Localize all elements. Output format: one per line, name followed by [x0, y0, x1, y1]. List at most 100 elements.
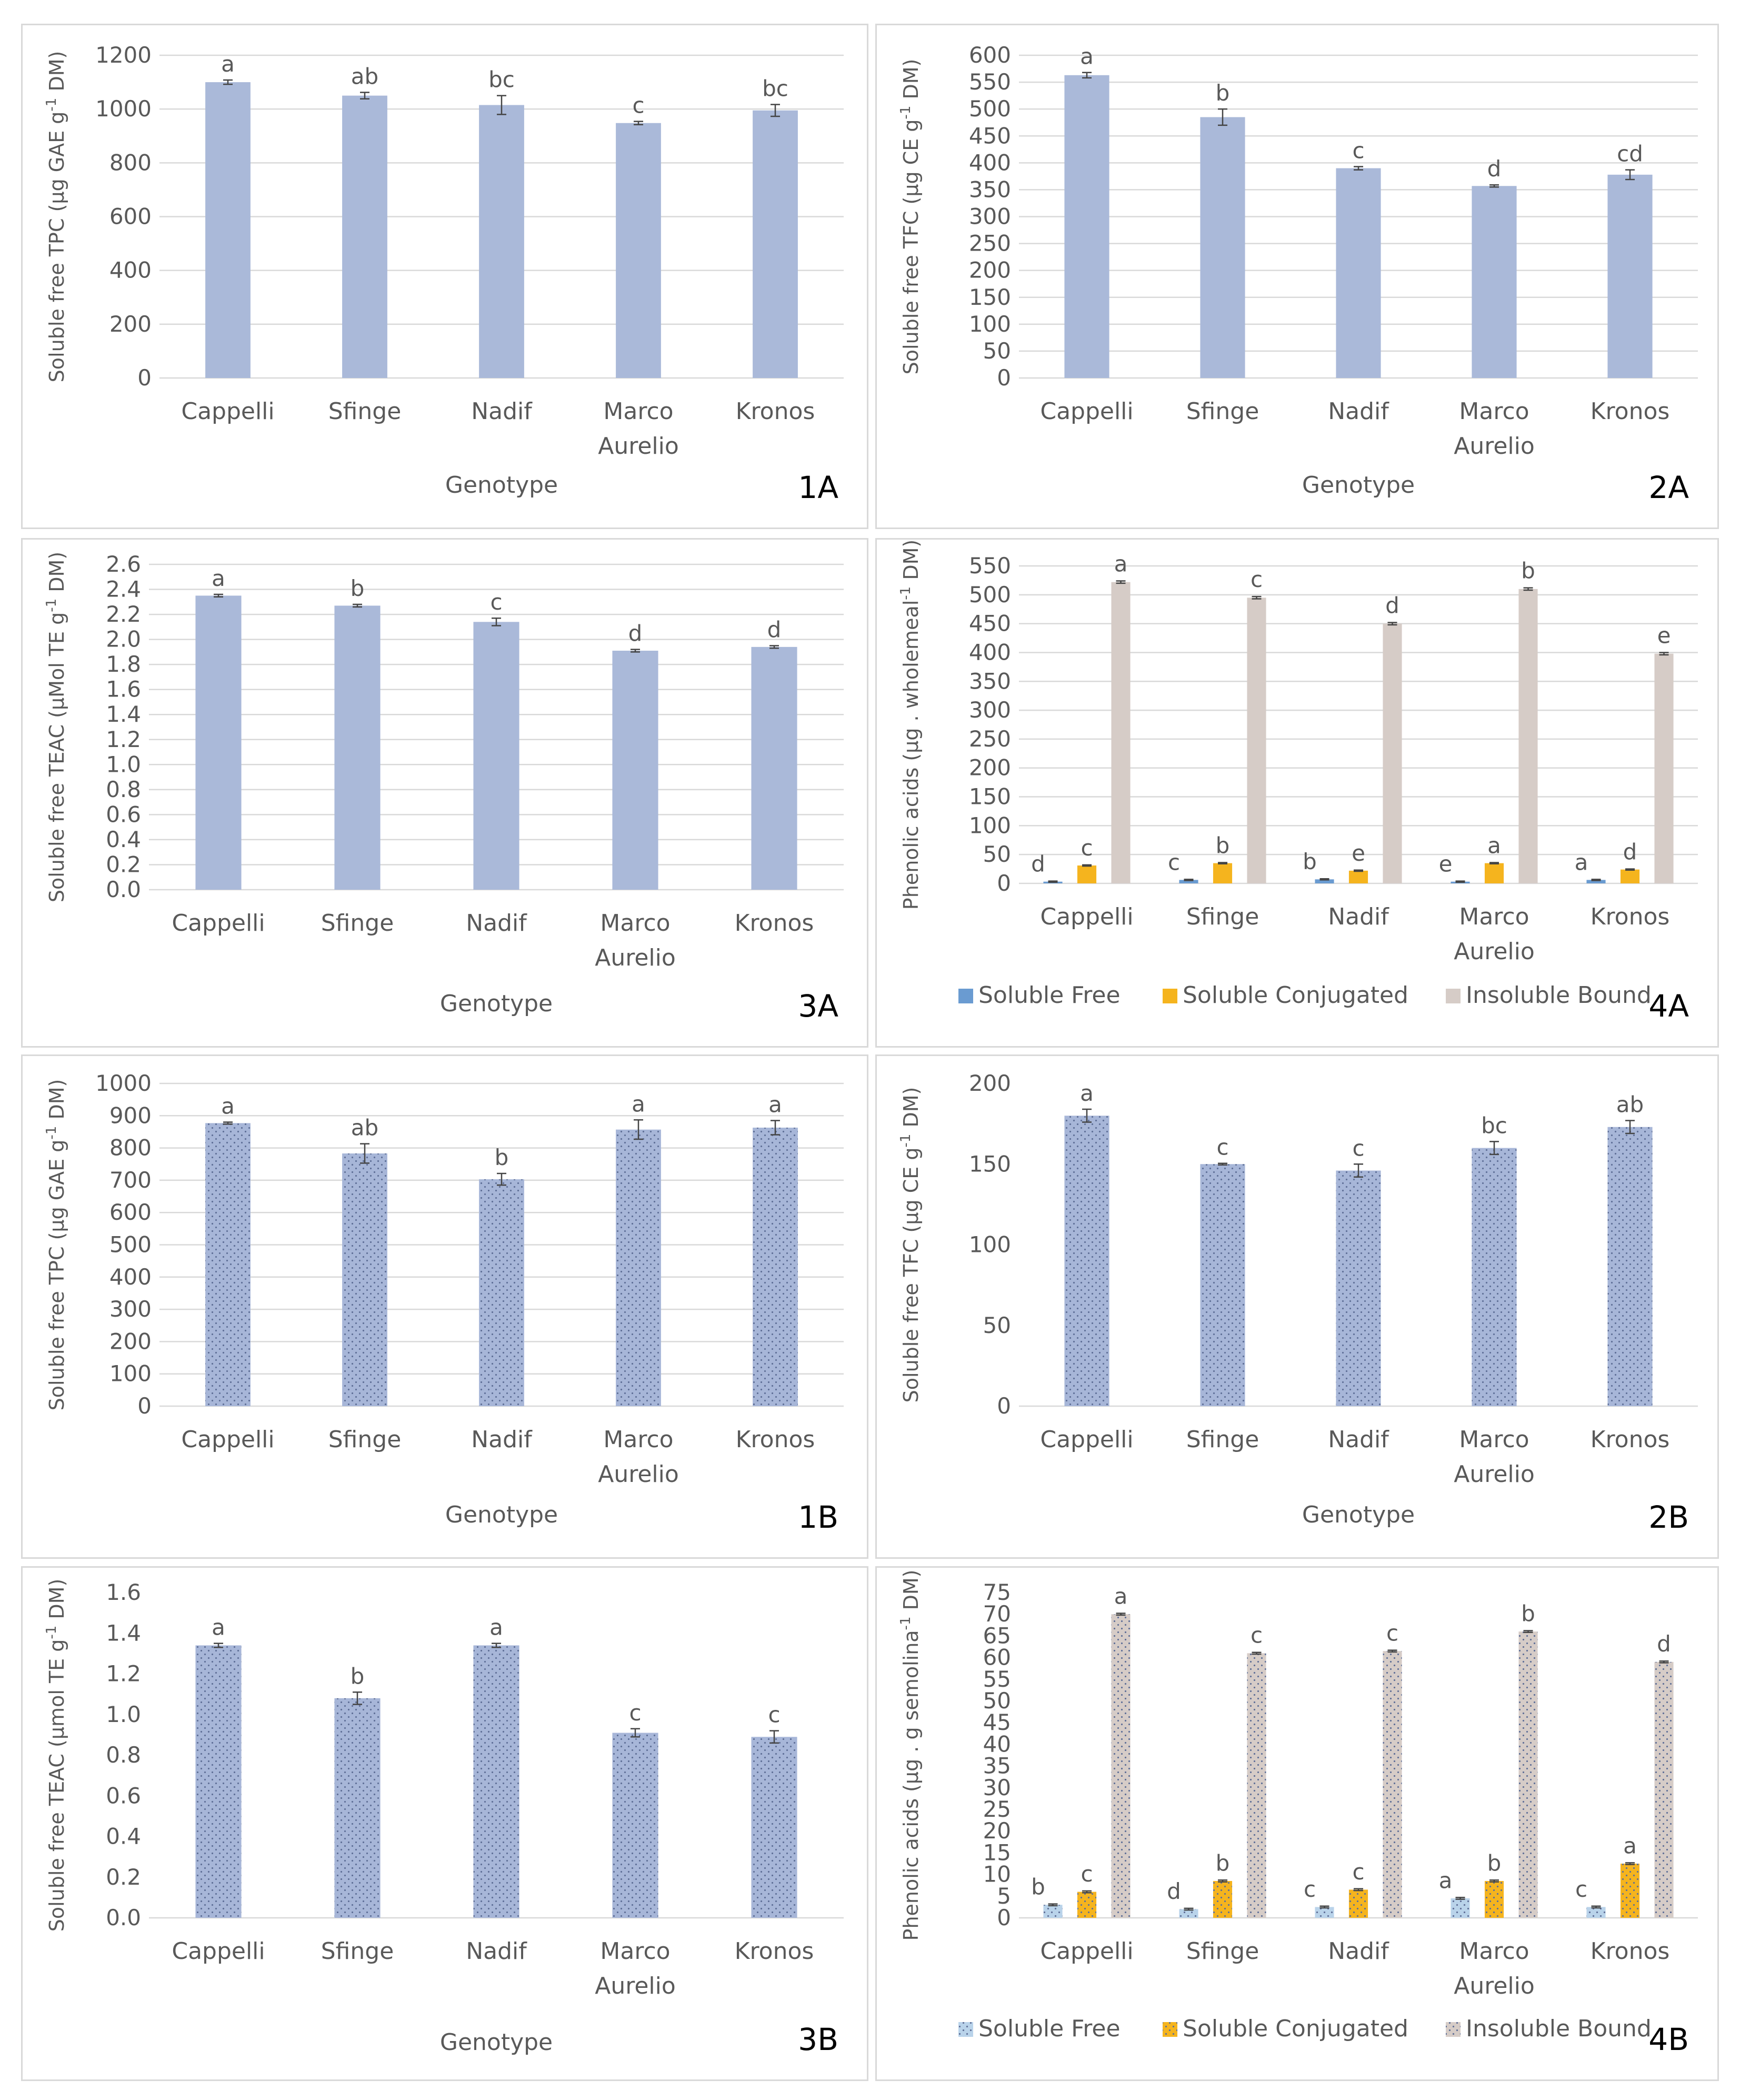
significance-letter: a [1080, 1080, 1094, 1106]
x-category-label: Nadif [466, 1938, 527, 1965]
y-tick-label: 400 [109, 257, 152, 283]
y-tick-label: 350 [969, 668, 1011, 694]
y-axis-label: Soluble free TFC (µg CE g-1 DM) [898, 59, 923, 375]
panel-label: 4B [1648, 2022, 1689, 2057]
y-tick-label: 50 [983, 1688, 1011, 1714]
panel-label: 3A [798, 988, 838, 1024]
legend-label: Soluble Free [978, 2015, 1121, 2042]
bar-insoluble-bound [1518, 1631, 1538, 1918]
bar [334, 605, 381, 890]
significance-letter: c [1304, 1876, 1316, 1902]
chart-panel-3b: 0.0 0.2 0.4 0.6 0.8 1.0 1.2 1.4 1.6 Soluble free … [21, 1566, 868, 2081]
significance-letter: c [629, 1700, 641, 1726]
y-tick-label: 200 [969, 1070, 1011, 1096]
x-category-label: Aurelio [1454, 433, 1535, 460]
x-category-label: Nadif [1328, 398, 1389, 425]
y-tick-label: 400 [969, 639, 1011, 665]
bar [1607, 174, 1653, 378]
y-axis-label: Soluble free TEAC (µmol TE g-1 DM) [44, 1579, 68, 1932]
y-tick-label: 1.8 [106, 651, 141, 677]
x-category-label: Aurelio [595, 944, 676, 971]
y-tick-label: 0.4 [106, 1824, 141, 1849]
bar [205, 1123, 251, 1406]
significance-letter: a [1114, 551, 1128, 577]
y-tick-label: 200 [109, 311, 152, 337]
significance-letter: d [628, 621, 643, 646]
y-tick-label: 150 [969, 1151, 1011, 1177]
x-category-label: Cappelli [181, 1426, 274, 1453]
x-category-label: Cappelli [1040, 1426, 1133, 1453]
y-tick-label: 800 [109, 150, 152, 175]
bar [751, 1737, 797, 1918]
x-category-label: Cappelli [172, 910, 265, 937]
bar [616, 123, 661, 379]
y-tick-label: 350 [969, 176, 1011, 202]
significance-letter: a [212, 565, 225, 591]
y-tick-label: 1000 [95, 1070, 152, 1096]
y-tick-label: 0.8 [106, 777, 141, 802]
significance-letter: d [1487, 156, 1502, 182]
chart-svg-3b: 0.0 0.2 0.4 0.6 0.8 1.0 1.2 1.4 1.6 Soluble free … [44, 1579, 844, 2057]
x-category-label: Cappelli [172, 1938, 265, 1965]
significance-letter: a [221, 51, 235, 77]
bar-soluble-free [1586, 1907, 1606, 1918]
legend-label: Insoluble Bound [1466, 2015, 1652, 2042]
chart-panel-4b: 0 5 10 15 20 25 30 35 40 45 50 55 60 65 70 75 Phenolic a… [875, 1566, 1719, 2081]
significance-letter: b [1521, 558, 1535, 584]
bar [1607, 1127, 1653, 1406]
y-tick-label: 600 [109, 204, 152, 230]
bar [616, 1129, 661, 1406]
y-tick-label: 1.2 [106, 726, 141, 752]
y-tick-label: 50 [983, 841, 1011, 867]
significance-letter: e [1352, 840, 1365, 866]
y-tick-label: 40 [983, 1731, 1011, 1757]
significance-letter: b [351, 575, 365, 601]
y-tick-label: 450 [969, 123, 1011, 148]
y-axis-label: Phenolic acids (µg . g semolina-1 DM) [898, 1570, 923, 1941]
panel-label: 1A [798, 470, 838, 505]
chart-svg-4a: 050100150200250300350400450500550Phenoli… [898, 540, 1698, 1024]
bar [195, 1645, 242, 1918]
x-category-label: Marco [603, 1426, 673, 1453]
bar-soluble-conjugated [1620, 1864, 1640, 1918]
bar-soluble-conjugated [1213, 1880, 1233, 1918]
x-category-label: Aurelio [1454, 938, 1535, 965]
x-category-label: Sfinge [321, 910, 394, 937]
significance-letter: c [1251, 566, 1263, 592]
y-tick-label: 400 [109, 1264, 152, 1290]
significance-letter: a [632, 1091, 645, 1117]
chart-svg-2b: 0 50 100 150 200 Soluble free TFC (µg CE g-1 … [898, 1070, 1698, 1535]
x-category-label: Aurelio [598, 1461, 679, 1488]
x-category-label: Aurelio [598, 433, 679, 460]
significance-letter: c [632, 93, 644, 118]
bar-soluble-conjugated [1077, 865, 1097, 883]
y-tick-label: 45 [983, 1709, 1011, 1735]
y-axis-label: Phenolic acids (µg . wholemeal-1 DM) [898, 540, 923, 910]
x-category-label: Kronos [736, 1426, 815, 1453]
significance-letter: b [1216, 1850, 1230, 1876]
y-tick-label: 250 [969, 726, 1011, 752]
x-category-label: Nadif [471, 1426, 533, 1453]
x-category-label: Marco [600, 1938, 670, 1965]
y-tick-label: 2.4 [106, 576, 141, 602]
chart-svg-1a: 0 200 400 600 800 1000 1200 Soluble free TPC (µ… [44, 42, 844, 505]
bar-soluble-free [1179, 1909, 1198, 1918]
significance-letter: c [1081, 835, 1093, 861]
x-category-label: Kronos [1591, 398, 1670, 425]
significance-letter: b [495, 1144, 509, 1170]
y-tick-label: 0 [137, 365, 152, 391]
y-tick-label: 1.0 [106, 751, 141, 777]
chart-panel-2b: 0 50 100 150 200 Soluble free TFC (µg CE g-1 … [875, 1054, 1719, 1559]
bar [334, 1698, 381, 1918]
bar [1200, 117, 1245, 378]
y-tick-label: 450 [969, 611, 1011, 636]
x-category-label: Nadif [471, 398, 533, 425]
bar-soluble-free [1043, 1905, 1063, 1918]
x-axis-title: Genotype [445, 1501, 558, 1528]
bar [342, 1153, 387, 1406]
y-axis-label: Soluble free TPC (µg GAE g-1 DM) [44, 1079, 68, 1411]
bar [1200, 1164, 1245, 1406]
significance-letter: b [1303, 849, 1317, 874]
y-tick-label: 1.0 [106, 1701, 141, 1727]
y-tick-label: 5 [997, 1883, 1011, 1909]
